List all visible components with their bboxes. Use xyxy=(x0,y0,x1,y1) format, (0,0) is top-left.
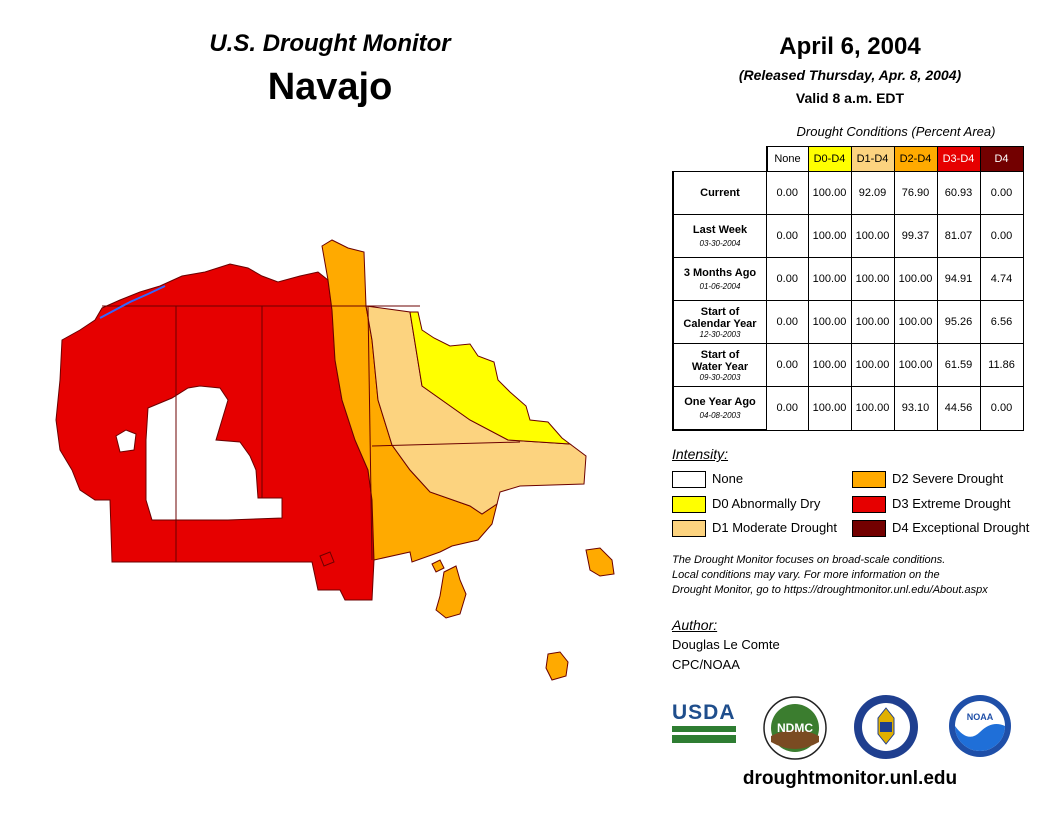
cell: 81.07 xyxy=(936,214,981,258)
cell: 100.00 xyxy=(850,300,895,344)
table-row: Start of Calendar Year 12-30-2003 0.00 100… xyxy=(672,300,1024,344)
usda-logo: USDA xyxy=(672,702,736,748)
row-label: Current xyxy=(672,171,767,215)
region-name: Navajo xyxy=(267,66,393,108)
cell: 0.00 xyxy=(979,171,1024,215)
map-date: April 6, 2004 xyxy=(779,33,921,60)
cell: 60.93 xyxy=(936,171,981,215)
cell: 4.74 xyxy=(979,257,1024,301)
commerce-seal-logo xyxy=(854,695,918,759)
cell: 11.86 xyxy=(979,343,1024,387)
cell: 6.56 xyxy=(979,300,1024,344)
row-label: Start of Calendar Year 12-30-2003 xyxy=(672,300,767,344)
note-line: Local conditions may vary. For more info… xyxy=(672,569,940,581)
col-header-none: None xyxy=(766,146,809,172)
cell: 100.00 xyxy=(807,257,852,301)
row-label: Start of Water Year 09-30-2003 xyxy=(672,343,767,387)
row-label: Last Week 03-30-2004 xyxy=(672,214,767,258)
cell: 0.00 xyxy=(766,343,809,387)
cell: 100.00 xyxy=(807,343,852,387)
release-date: (Released Thursday, Apr. 8, 2004) xyxy=(738,67,962,83)
author-org: CPC/NOAA xyxy=(672,657,740,672)
col-header-d0-d4: D0-D4 xyxy=(807,146,852,172)
website-link[interactable]: droughtmonitor.unl.edu xyxy=(742,768,958,789)
author-heading: Author: xyxy=(672,617,718,633)
legend-swatch xyxy=(852,471,886,488)
note-line: Drought Monitor, go to https://droughtmo… xyxy=(672,584,988,596)
legend-label: D1 Moderate Drought xyxy=(712,520,838,535)
cell: 0.00 xyxy=(766,386,809,431)
cell: 0.00 xyxy=(766,257,809,301)
cell: 100.00 xyxy=(850,386,895,431)
cell: 100.00 xyxy=(850,214,895,258)
col-header-d1-d4: D1-D4 xyxy=(850,146,895,172)
cell: 93.10 xyxy=(893,386,938,431)
row-label: 3 Months Ago 01-06-2004 xyxy=(672,257,767,301)
cell: 100.00 xyxy=(807,300,852,344)
table-row: 3 Months Ago 01-06-2004 0.00 100.00 100.0… xyxy=(672,257,1024,301)
legend-label: None xyxy=(712,471,744,486)
cell: 99.37 xyxy=(893,214,938,258)
cell: 100.00 xyxy=(893,257,938,301)
map-region-none-small xyxy=(115,429,137,453)
cell: 44.56 xyxy=(936,386,981,431)
cell: 0.00 xyxy=(766,214,809,258)
legend-label: D3 Extreme Drought xyxy=(892,496,1011,511)
legend-swatch xyxy=(672,471,706,488)
cell: 100.00 xyxy=(893,300,938,344)
legend-label: D0 Abnormally Dry xyxy=(712,496,821,511)
map-region-none xyxy=(145,385,283,521)
conditions-table: None D0-D4 D1-D4 D2-D4 D3-D4 D4 Current … xyxy=(672,146,1024,431)
col-header-d2-d4: D2-D4 xyxy=(893,146,938,172)
noaa-logo: NOAA xyxy=(949,695,1011,757)
legend-label: D2 Severe Drought xyxy=(892,471,1004,486)
svg-text:NDMC: NDMC xyxy=(777,721,813,735)
cell: 100.00 xyxy=(850,343,895,387)
map-region-d2-island xyxy=(585,547,615,577)
cell: 95.26 xyxy=(936,300,981,344)
row-label: One Year Ago 04-08-2003 xyxy=(672,386,767,431)
legend-title: Intensity: xyxy=(672,446,729,462)
table-row: Start of Water Year 09-30-2003 0.00 100.00… xyxy=(672,343,1024,387)
table-row: Last Week 03-30-2004 0.00 100.00 100.00 9… xyxy=(672,214,1024,258)
table-row: One Year Ago 04-08-2003 0.00 100.00 100.0… xyxy=(672,386,1024,431)
ndmc-logo: NDMC xyxy=(763,696,827,760)
map-region-d3-island xyxy=(319,551,335,567)
valid-time: Valid 8 a.m. EDT xyxy=(795,90,905,106)
legend-swatch xyxy=(852,520,886,537)
legend-swatch xyxy=(672,520,706,537)
svg-text:NOAA: NOAA xyxy=(967,712,994,722)
disclaimer-note: The Drought Monitor focuses on broad-sca… xyxy=(672,553,1052,598)
cell: 0.00 xyxy=(979,386,1024,431)
col-header-d3-d4: D3-D4 xyxy=(936,146,981,172)
cell: 94.91 xyxy=(936,257,981,301)
cell: 61.59 xyxy=(936,343,981,387)
cell: 100.00 xyxy=(807,386,852,431)
cell: 100.00 xyxy=(807,214,852,258)
cell: 100.00 xyxy=(893,343,938,387)
drought-map xyxy=(55,239,615,681)
cell: 76.90 xyxy=(893,171,938,215)
map-region-d2-island xyxy=(435,565,467,619)
cell: 100.00 xyxy=(807,171,852,215)
cell: 100.00 xyxy=(850,257,895,301)
col-header-d4: D4 xyxy=(979,146,1024,172)
cell: 92.09 xyxy=(850,171,895,215)
map-region-d2-island xyxy=(431,559,445,573)
map-region-d2-island xyxy=(545,651,569,681)
legend-swatch xyxy=(852,496,886,513)
cell: 0.00 xyxy=(979,214,1024,258)
cell: 0.00 xyxy=(766,300,809,344)
table-row: Current 0.00 100.00 92.09 76.90 60.93 0.… xyxy=(672,171,1024,215)
map-region-d0 xyxy=(409,311,572,445)
cell: 0.00 xyxy=(766,171,809,215)
table-corner xyxy=(673,146,768,172)
conditions-title: Drought Conditions (Percent Area) xyxy=(796,124,996,139)
legend-swatch xyxy=(672,496,706,513)
river xyxy=(99,285,166,319)
note-line: The Drought Monitor focuses on broad-sca… xyxy=(672,554,946,566)
author-name: Douglas Le Comte xyxy=(672,637,780,652)
map-title: U.S. Drought Monitor xyxy=(209,30,451,57)
legend-label: D4 Exceptional Drought xyxy=(892,520,1030,535)
